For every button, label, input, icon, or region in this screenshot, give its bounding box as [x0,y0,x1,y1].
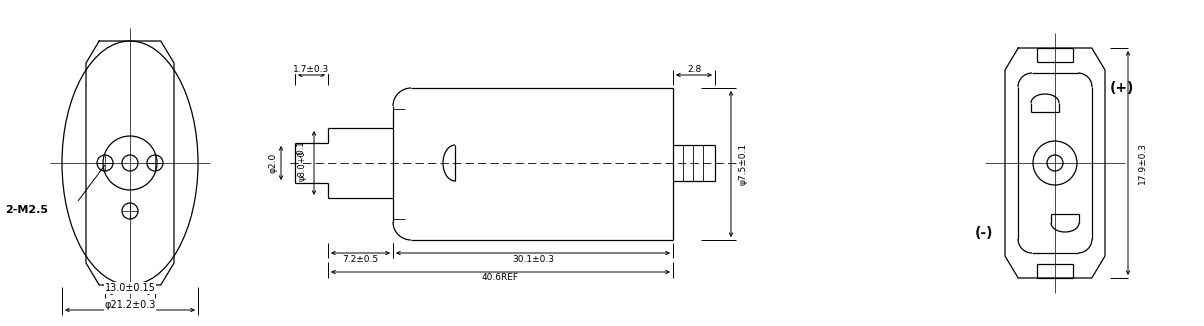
Text: -0.1: -0.1 [297,142,307,168]
Text: 2.8: 2.8 [686,65,701,73]
Text: 30.1±0.3: 30.1±0.3 [512,255,554,263]
Text: 2-M2.5: 2-M2.5 [5,205,48,215]
Text: 1.7±0.3: 1.7±0.3 [294,65,330,73]
Text: 40.6REF: 40.6REF [482,274,519,283]
Text: 13.0±0.15: 13.0±0.15 [105,283,155,293]
Text: ψ8.0+0: ψ8.0+0 [297,151,307,182]
Text: φ2.0: φ2.0 [268,153,277,173]
Text: (-): (-) [974,226,993,240]
Text: 7.2±0.5: 7.2±0.5 [342,255,378,263]
Text: ψ7.5±0.1: ψ7.5±0.1 [738,143,748,185]
Text: (+): (+) [1110,81,1134,95]
Text: 17.9±0.3: 17.9±0.3 [1138,142,1146,184]
Text: φ21.2±0.3: φ21.2±0.3 [105,300,155,310]
